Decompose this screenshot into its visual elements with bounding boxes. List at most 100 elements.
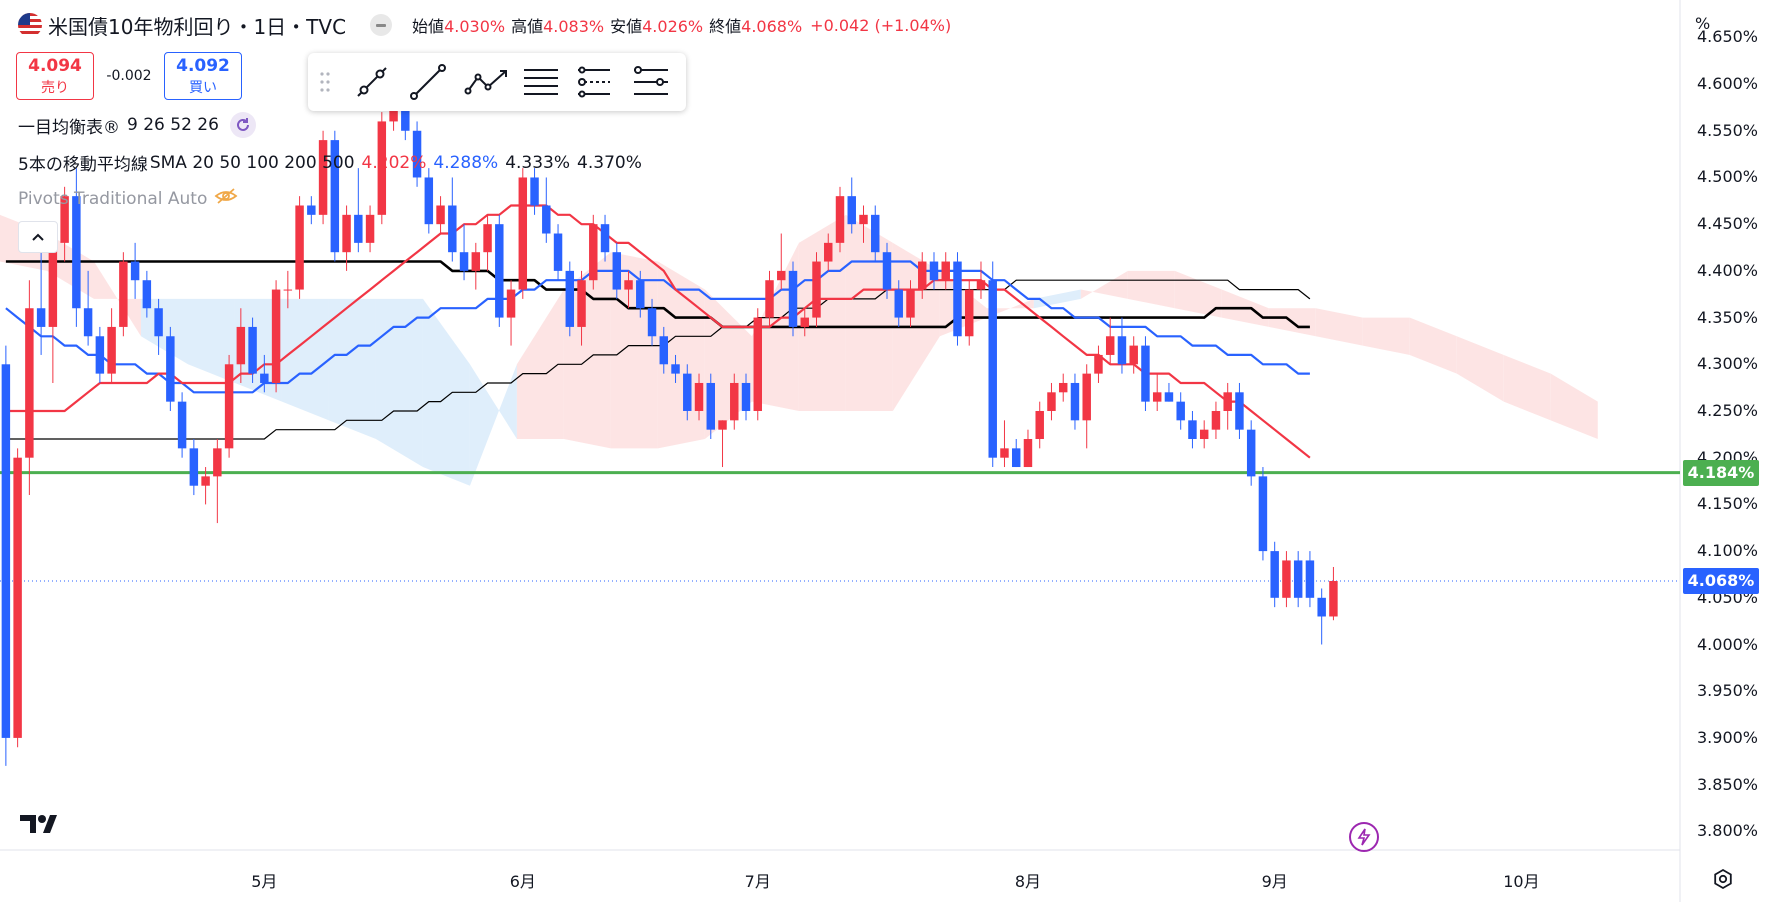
x-tick-label: 9月 [1261, 872, 1288, 891]
ichimoku-cloud-segment [469, 364, 517, 486]
ichimoku-legend[interactable]: 一目均衡表® 9 26 52 26 [18, 112, 263, 138]
ichimoku-cloud-segment [1315, 308, 1363, 346]
candle-body [424, 177, 434, 225]
sma-legend[interactable]: 5本の移動平均線 SMA 20 50 100 200 500 4.202% 4.… [18, 150, 649, 176]
y-tick-label: 4.150% [1697, 494, 1759, 514]
x-tick-label: 10月 [1503, 872, 1540, 891]
candle-body [976, 280, 986, 290]
candle-body [812, 261, 821, 318]
buy-button[interactable]: 4.092 買い [164, 52, 242, 100]
candle-body [1258, 476, 1268, 552]
candle-body [307, 205, 316, 215]
hidden-eye-icon[interactable] [214, 187, 238, 210]
trend-line-icon[interactable] [410, 64, 446, 100]
settings-gear-icon[interactable] [1712, 868, 1734, 894]
sma50-line [5, 260, 1310, 394]
candle-body [354, 214, 363, 243]
x-tick-label: 7月 [744, 872, 771, 891]
pivots-legend[interactable]: Pivots Traditional Auto [18, 187, 245, 210]
candle-body [683, 373, 692, 411]
y-tick-label: 3.950% [1697, 681, 1759, 701]
y-tick-label: 3.900% [1697, 727, 1759, 747]
fib-retracement-icon[interactable] [634, 66, 668, 95]
candle-body [1011, 448, 1021, 468]
pitchfork-icon[interactable] [578, 66, 610, 98]
open-label: 始値4.030% [412, 17, 506, 36]
candle-body [777, 270, 786, 281]
candle-body [1129, 345, 1138, 365]
ichimoku-cloud-segment [516, 289, 564, 440]
close-value: 4.068% [741, 17, 803, 36]
sell-price: 4.094 [28, 56, 82, 76]
sell-label: 売り [41, 80, 69, 96]
candle-body [589, 224, 598, 281]
candle-body [248, 326, 257, 374]
candle-body [1188, 420, 1197, 440]
candle-body [130, 261, 140, 281]
symbol-title[interactable]: 米国債10年物利回り・1日・TVC [48, 14, 347, 39]
candle-body [647, 308, 657, 337]
ichimoku-cloud-segment [939, 270, 987, 337]
ichimoku-params: 9 26 52 26 [127, 115, 219, 135]
ichimoku-cloud-segment [281, 298, 329, 421]
ichimoku-cloud-segment [1362, 317, 1410, 355]
candle-body [542, 205, 551, 234]
sma50-value: 4.288% [433, 152, 499, 173]
candle-body [730, 382, 739, 421]
candle-body [72, 196, 81, 309]
ichimoku-cloud-segment [657, 261, 705, 449]
candle-body [624, 280, 633, 290]
candle-body [835, 196, 845, 243]
tradingview-logo[interactable] [20, 813, 66, 839]
candle-body [189, 448, 199, 486]
candle-body [177, 401, 187, 449]
price-scale-unit[interactable]: % [1695, 14, 1711, 33]
spread-value: -0.002 [106, 68, 152, 84]
candle-body [1270, 551, 1279, 598]
low-value: 4.026% [642, 17, 704, 36]
ray-tool-icon[interactable] [357, 67, 387, 97]
candle-body [847, 196, 856, 225]
candle-body [13, 457, 22, 738]
candle-body [166, 336, 175, 402]
candle-body [1176, 401, 1185, 421]
x-tick-label: 6月 [509, 872, 536, 891]
candle-body [459, 252, 469, 271]
ichimoku-cloud-segment [986, 298, 1034, 318]
candle-body [107, 326, 116, 374]
candle-body [1094, 354, 1103, 374]
candle-body [694, 382, 704, 411]
flash-icon[interactable] [1349, 822, 1379, 852]
candle-body [60, 196, 69, 243]
candle-body [1329, 580, 1338, 617]
collapse-legend-button[interactable] [18, 221, 58, 253]
candle-body [1223, 392, 1232, 411]
y-tick-label: 4.450% [1697, 214, 1759, 234]
candle-body [706, 382, 715, 430]
trade-buttons: 4.094 売り -0.002 4.092 買い [16, 52, 242, 100]
candle-body [1117, 336, 1127, 365]
path-tool-icon[interactable] [464, 70, 507, 95]
refresh-icon[interactable] [229, 112, 256, 138]
candle-body [1058, 382, 1068, 393]
parallel-lines-icon[interactable] [524, 69, 558, 95]
y-tick-label: 3.800% [1697, 821, 1759, 841]
y-tick-label: 4.000% [1697, 634, 1759, 654]
drag-handle-icon[interactable] [320, 72, 330, 92]
sell-button[interactable]: 4.094 売り [16, 52, 94, 100]
candle-body [119, 261, 128, 327]
chevron-up-icon [32, 233, 44, 241]
candle-body [553, 233, 563, 271]
chart-header: 米国債10年物利回り・1日・TVC 始値4.030% 高値4.083% 安値4.… [18, 10, 951, 40]
candle-body [859, 214, 868, 225]
sma20-value: 4.202% [361, 152, 427, 173]
close-label: 終値4.068% [709, 17, 803, 36]
buy-price: 4.092 [176, 56, 230, 76]
ichimoku-cloud-segment [234, 298, 282, 402]
candle-body [741, 382, 751, 411]
hide-legend-button[interactable] [370, 14, 393, 36]
ichimoku-cloud-segment [422, 298, 470, 486]
candle-body [83, 308, 93, 337]
candle-body [659, 336, 669, 365]
